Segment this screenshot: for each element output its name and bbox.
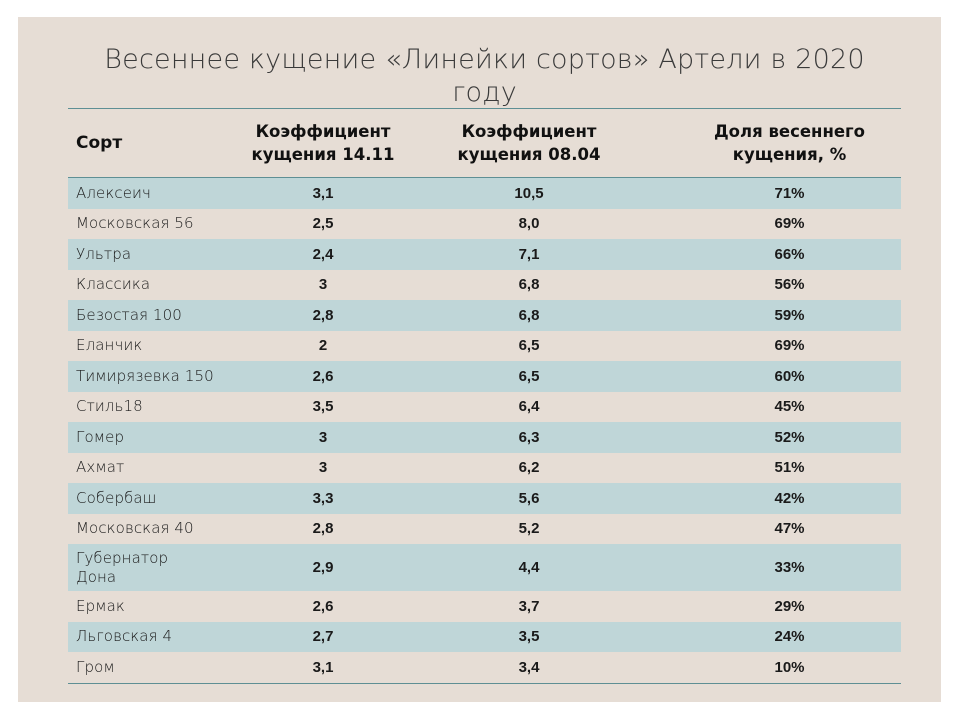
cell-coef-0804: 6,5 bbox=[518, 337, 540, 355]
cell-coef-1411: 3,1 bbox=[312, 184, 334, 202]
cell-spring-share: 56% bbox=[774, 276, 805, 294]
cell-spring-share: 24% bbox=[774, 628, 805, 646]
cell-spring-share: 45% bbox=[774, 398, 805, 416]
cell-coef-0804: 7,1 bbox=[518, 245, 540, 263]
cell-coef-1411: 3,1 bbox=[312, 658, 334, 676]
cell-coef-0804: 6,8 bbox=[518, 306, 540, 324]
cell-coef-1411: 3 bbox=[318, 428, 328, 446]
cell-sort: Губернатор Дона bbox=[76, 548, 169, 586]
cell-coef-1411: 2,5 bbox=[312, 215, 334, 233]
cell-coef-0804: 3,4 bbox=[518, 658, 540, 676]
cell-sort: Гром bbox=[76, 657, 115, 676]
cell-spring-share: 71% bbox=[774, 184, 805, 202]
cell-sort: Ультра bbox=[76, 244, 132, 263]
cell-sort: Тимирязевка 150 bbox=[76, 366, 214, 385]
cell-coef-0804: 6,4 bbox=[518, 398, 540, 416]
cell-spring-share: 69% bbox=[774, 337, 805, 355]
header-sort: Сорт bbox=[76, 132, 123, 153]
cell-coef-1411: 3 bbox=[318, 459, 328, 477]
table-row: Ермак 2,6 3,7 29% bbox=[68, 591, 901, 622]
table-row: Губернатор Дона 2,9 4,4 33% bbox=[68, 544, 901, 591]
table-row: Ахмат 3 6,2 51% bbox=[68, 452, 901, 483]
cell-coef-1411: 3,5 bbox=[312, 398, 334, 416]
table-row: Московская 40 2,8 5,2 47% bbox=[68, 513, 901, 544]
cell-sort: Льговская 4 bbox=[76, 627, 173, 646]
cell-coef-0804: 5,2 bbox=[518, 520, 540, 538]
cell-coef-1411: 2,8 bbox=[312, 520, 334, 538]
cell-coef-0804: 6,5 bbox=[518, 367, 540, 385]
cell-coef-0804: 5,6 bbox=[518, 489, 540, 507]
table-body: Алексеич 3,1 10,5 71% Московская 56 2,5 8,0 69%… bbox=[68, 178, 901, 683]
cell-sort: Ермак bbox=[76, 596, 125, 615]
cell-coef-1411: 2,8 bbox=[312, 306, 334, 324]
cell-spring-share: 29% bbox=[774, 597, 805, 615]
cell-coef-1411: 2,7 bbox=[312, 628, 334, 646]
header-spring-share: Доля весеннего кущения, % bbox=[713, 122, 865, 164]
cell-sort: Гомер bbox=[76, 427, 125, 446]
cell-sort: Московская 56 bbox=[76, 214, 194, 233]
cell-sort: Безостая 100 bbox=[76, 305, 182, 324]
header-coef-0804: Коэффициент кущения 08.04 bbox=[457, 122, 601, 164]
cell-coef-0804: 8,0 bbox=[518, 215, 540, 233]
cell-spring-share: 42% bbox=[774, 489, 805, 507]
header-coef-1411: Коэффициент кущения 14.11 bbox=[251, 122, 395, 164]
table-row: Московская 56 2,5 8,0 69% bbox=[68, 208, 901, 239]
cell-spring-share: 10% bbox=[774, 658, 805, 676]
cell-coef-1411: 3,3 bbox=[312, 489, 334, 507]
table-row: Льговская 4 2,7 3,5 24% bbox=[68, 621, 901, 652]
cell-coef-0804: 4,4 bbox=[518, 559, 540, 576]
cell-coef-1411: 2 bbox=[318, 337, 328, 355]
table-row: Гром 3,1 3,4 10% bbox=[68, 652, 901, 683]
cell-sort: Классика bbox=[76, 275, 151, 294]
table-row: Тимирязевка 150 2,6 6,5 60% bbox=[68, 361, 901, 392]
cell-spring-share: 52% bbox=[774, 428, 805, 446]
cell-sort: Ахмат bbox=[76, 458, 125, 477]
cell-spring-share: 66% bbox=[774, 245, 805, 263]
cell-spring-share: 47% bbox=[774, 520, 805, 538]
cell-coef-1411: 3 bbox=[318, 276, 328, 294]
cell-coef-0804: 6,3 bbox=[518, 428, 540, 446]
cell-spring-share: 33% bbox=[774, 559, 805, 576]
table-row: Собербаш 3,3 5,6 42% bbox=[68, 483, 901, 514]
cell-sort: Стиль18 bbox=[76, 397, 143, 416]
cell-coef-0804: 6,8 bbox=[518, 276, 540, 294]
table-row: Ультра 2,4 7,1 66% bbox=[68, 239, 901, 270]
cell-coef-1411: 2,4 bbox=[312, 245, 334, 263]
table-row: Еланчик 2 6,5 69% bbox=[68, 330, 901, 361]
cell-spring-share: 51% bbox=[774, 459, 805, 477]
cell-spring-share: 59% bbox=[774, 306, 805, 324]
cell-sort: Собербаш bbox=[76, 488, 157, 507]
cell-coef-1411: 2,9 bbox=[312, 559, 334, 576]
cell-sort: Московская 40 bbox=[76, 519, 194, 538]
slide: Весеннее кущение «Линейки сортов» Артели… bbox=[18, 17, 941, 702]
cell-coef-0804: 3,7 bbox=[518, 597, 540, 615]
cell-coef-1411: 2,6 bbox=[312, 597, 334, 615]
table-row: Классика 3 6,8 56% bbox=[68, 269, 901, 300]
cell-sort: Алексеич bbox=[76, 183, 152, 202]
varieties-table: Сорт Коэффициент кущения 14.11 Коэффициен… bbox=[68, 108, 901, 684]
cell-sort: Еланчик bbox=[76, 336, 143, 355]
cell-coef-1411: 2,6 bbox=[312, 367, 334, 385]
table-row: Гомер 3 6,3 52% bbox=[68, 422, 901, 453]
slide-title: Весеннее кущение «Линейки сортов» Артели… bbox=[104, 44, 865, 108]
cell-coef-0804: 10,5 bbox=[514, 184, 544, 202]
table-row: Алексеич 3,1 10,5 71% bbox=[68, 178, 901, 209]
table-row: Стиль18 3,5 6,4 45% bbox=[68, 391, 901, 422]
cell-coef-0804: 3,5 bbox=[518, 628, 540, 646]
table-header: Сорт Коэффициент кущения 14.11 Коэффициен… bbox=[68, 109, 901, 178]
cell-spring-share: 69% bbox=[774, 215, 805, 233]
cell-coef-0804: 6,2 bbox=[518, 459, 540, 477]
table-row: Безостая 100 2,8 6,8 59% bbox=[68, 300, 901, 331]
cell-spring-share: 60% bbox=[774, 367, 805, 385]
